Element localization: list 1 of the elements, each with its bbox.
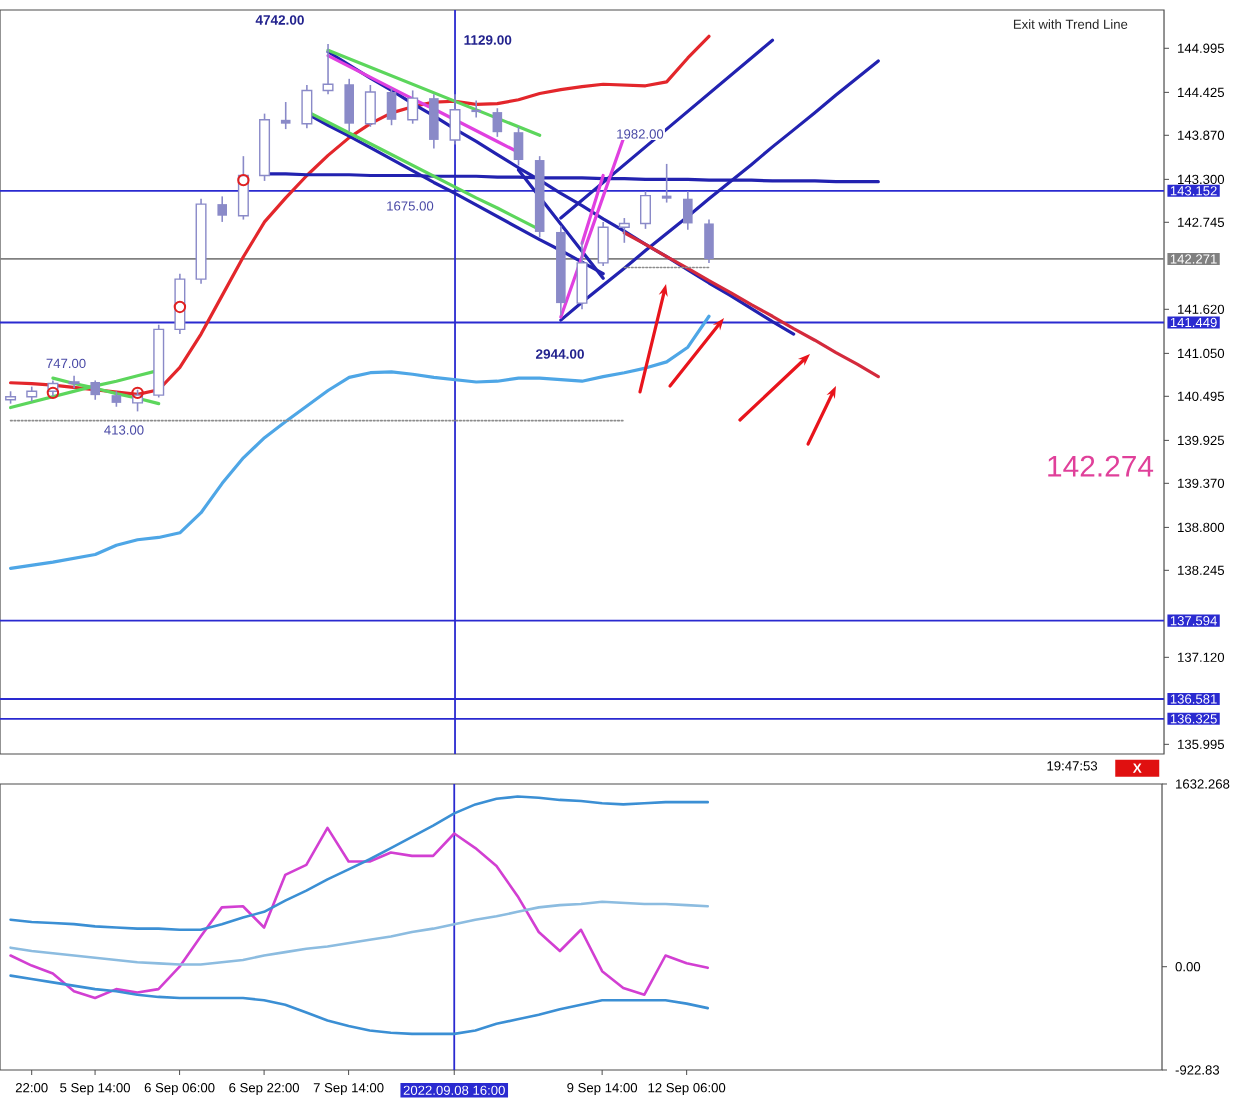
annotation: 142.274 — [1048, 455, 1154, 477]
